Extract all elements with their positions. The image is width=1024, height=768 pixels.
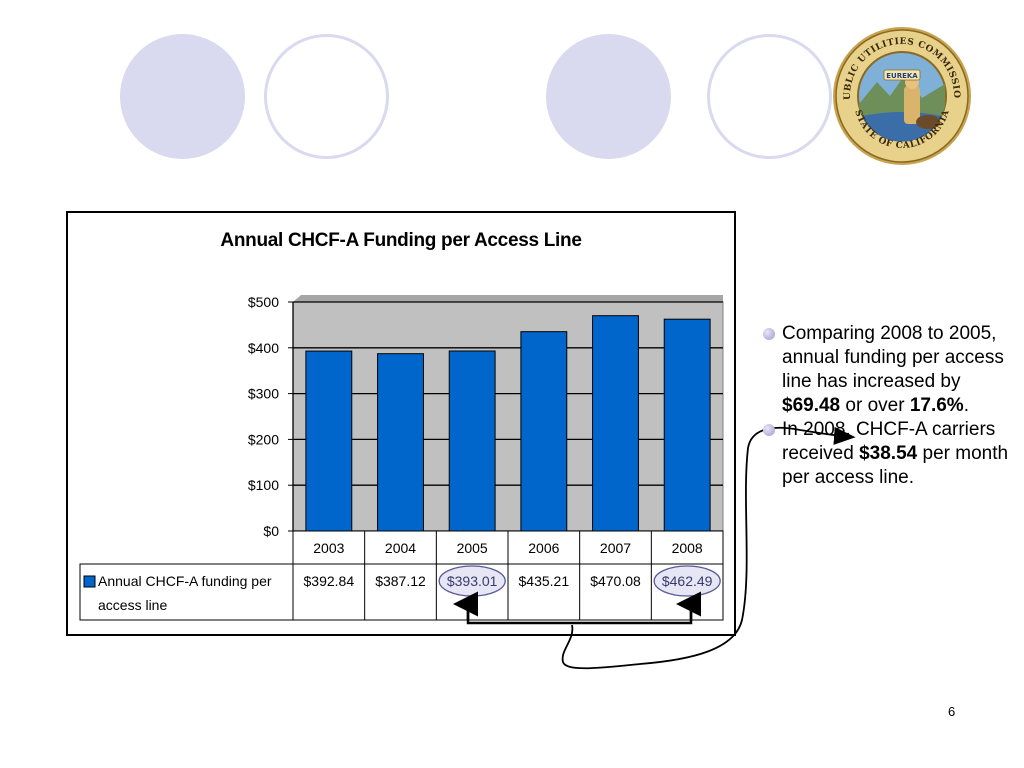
legend-swatch xyxy=(83,575,96,588)
y-tick-label: $0 xyxy=(263,523,279,539)
y-tick-label: $100 xyxy=(248,477,279,493)
bar-2006 xyxy=(520,331,568,532)
table-data-row xyxy=(79,563,724,621)
decorative-circle-1 xyxy=(120,34,245,159)
plot-back-wall-top xyxy=(293,295,723,302)
connector-curve xyxy=(561,426,856,670)
data-label-2003: $392.84 xyxy=(304,573,355,589)
decorative-circle-2 xyxy=(546,34,671,159)
bullet-dot-icon xyxy=(763,328,775,340)
bullet-text: or over xyxy=(840,395,910,416)
state-seal-icon: EUREKA PUBLIC UTILITIES COMMISSION STATE… xyxy=(832,26,971,165)
data-label-2004: $387.12 xyxy=(375,573,426,589)
y-tick-label: $400 xyxy=(248,340,279,356)
bullet-text: . xyxy=(963,395,969,416)
bullet-emphasis: 17.6% xyxy=(909,395,964,416)
seal-motto: EUREKA xyxy=(886,72,918,80)
plot-area xyxy=(292,301,724,532)
y-tick-label: $300 xyxy=(248,386,279,402)
legend-series-name-line-2: access line xyxy=(98,597,167,613)
bullet-item: Comparing 2008 to 2005, annual funding p… xyxy=(762,322,1017,418)
bar-2005 xyxy=(448,350,496,532)
bullet-item: In 2008, CHCF-A carriers received $38.54… xyxy=(762,418,1017,490)
legend-series-name-line-1: Annual CHCF-A funding per xyxy=(98,573,272,589)
y-tick-label: $500 xyxy=(248,294,279,310)
x-category-2007: 2007 xyxy=(600,540,631,556)
data-label-2008: $462.49 xyxy=(662,573,713,589)
page-number: 6 xyxy=(948,704,956,719)
y-tick-label: $200 xyxy=(248,431,279,447)
bar-2008 xyxy=(663,318,711,532)
x-category-2003: 2003 xyxy=(313,540,344,556)
bar-2003 xyxy=(305,350,353,532)
bullet-emphasis: $38.54 xyxy=(859,443,918,464)
bullet-emphasis: $69.48 xyxy=(782,395,841,416)
data-label-2007: $470.08 xyxy=(590,573,641,589)
bullet-text: per month per access line. xyxy=(782,443,1009,488)
bullet-list: Comparing 2008 to 2005, annual funding p… xyxy=(762,322,1017,490)
x-category-2006: 2006 xyxy=(528,540,559,556)
bullet-text: In 2008, CHCF-A carriers received xyxy=(782,419,996,464)
bar-2004 xyxy=(377,353,424,532)
data-label-2005: $393.01 xyxy=(447,573,498,589)
chart-title: Annual CHCF-A Funding per Access Line xyxy=(220,230,582,251)
decorative-ring-2 xyxy=(707,34,832,159)
x-category-2008: 2008 xyxy=(672,540,703,556)
x-category-2004: 2004 xyxy=(385,540,416,556)
decorative-ring-1 xyxy=(264,34,389,159)
bar-2007 xyxy=(592,315,639,532)
bullet-text: Comparing 2008 to 2005, annual funding p… xyxy=(782,323,1004,392)
bullet-dot-icon xyxy=(763,424,775,436)
x-category-2005: 2005 xyxy=(457,540,488,556)
data-label-2006: $435.21 xyxy=(519,573,570,589)
